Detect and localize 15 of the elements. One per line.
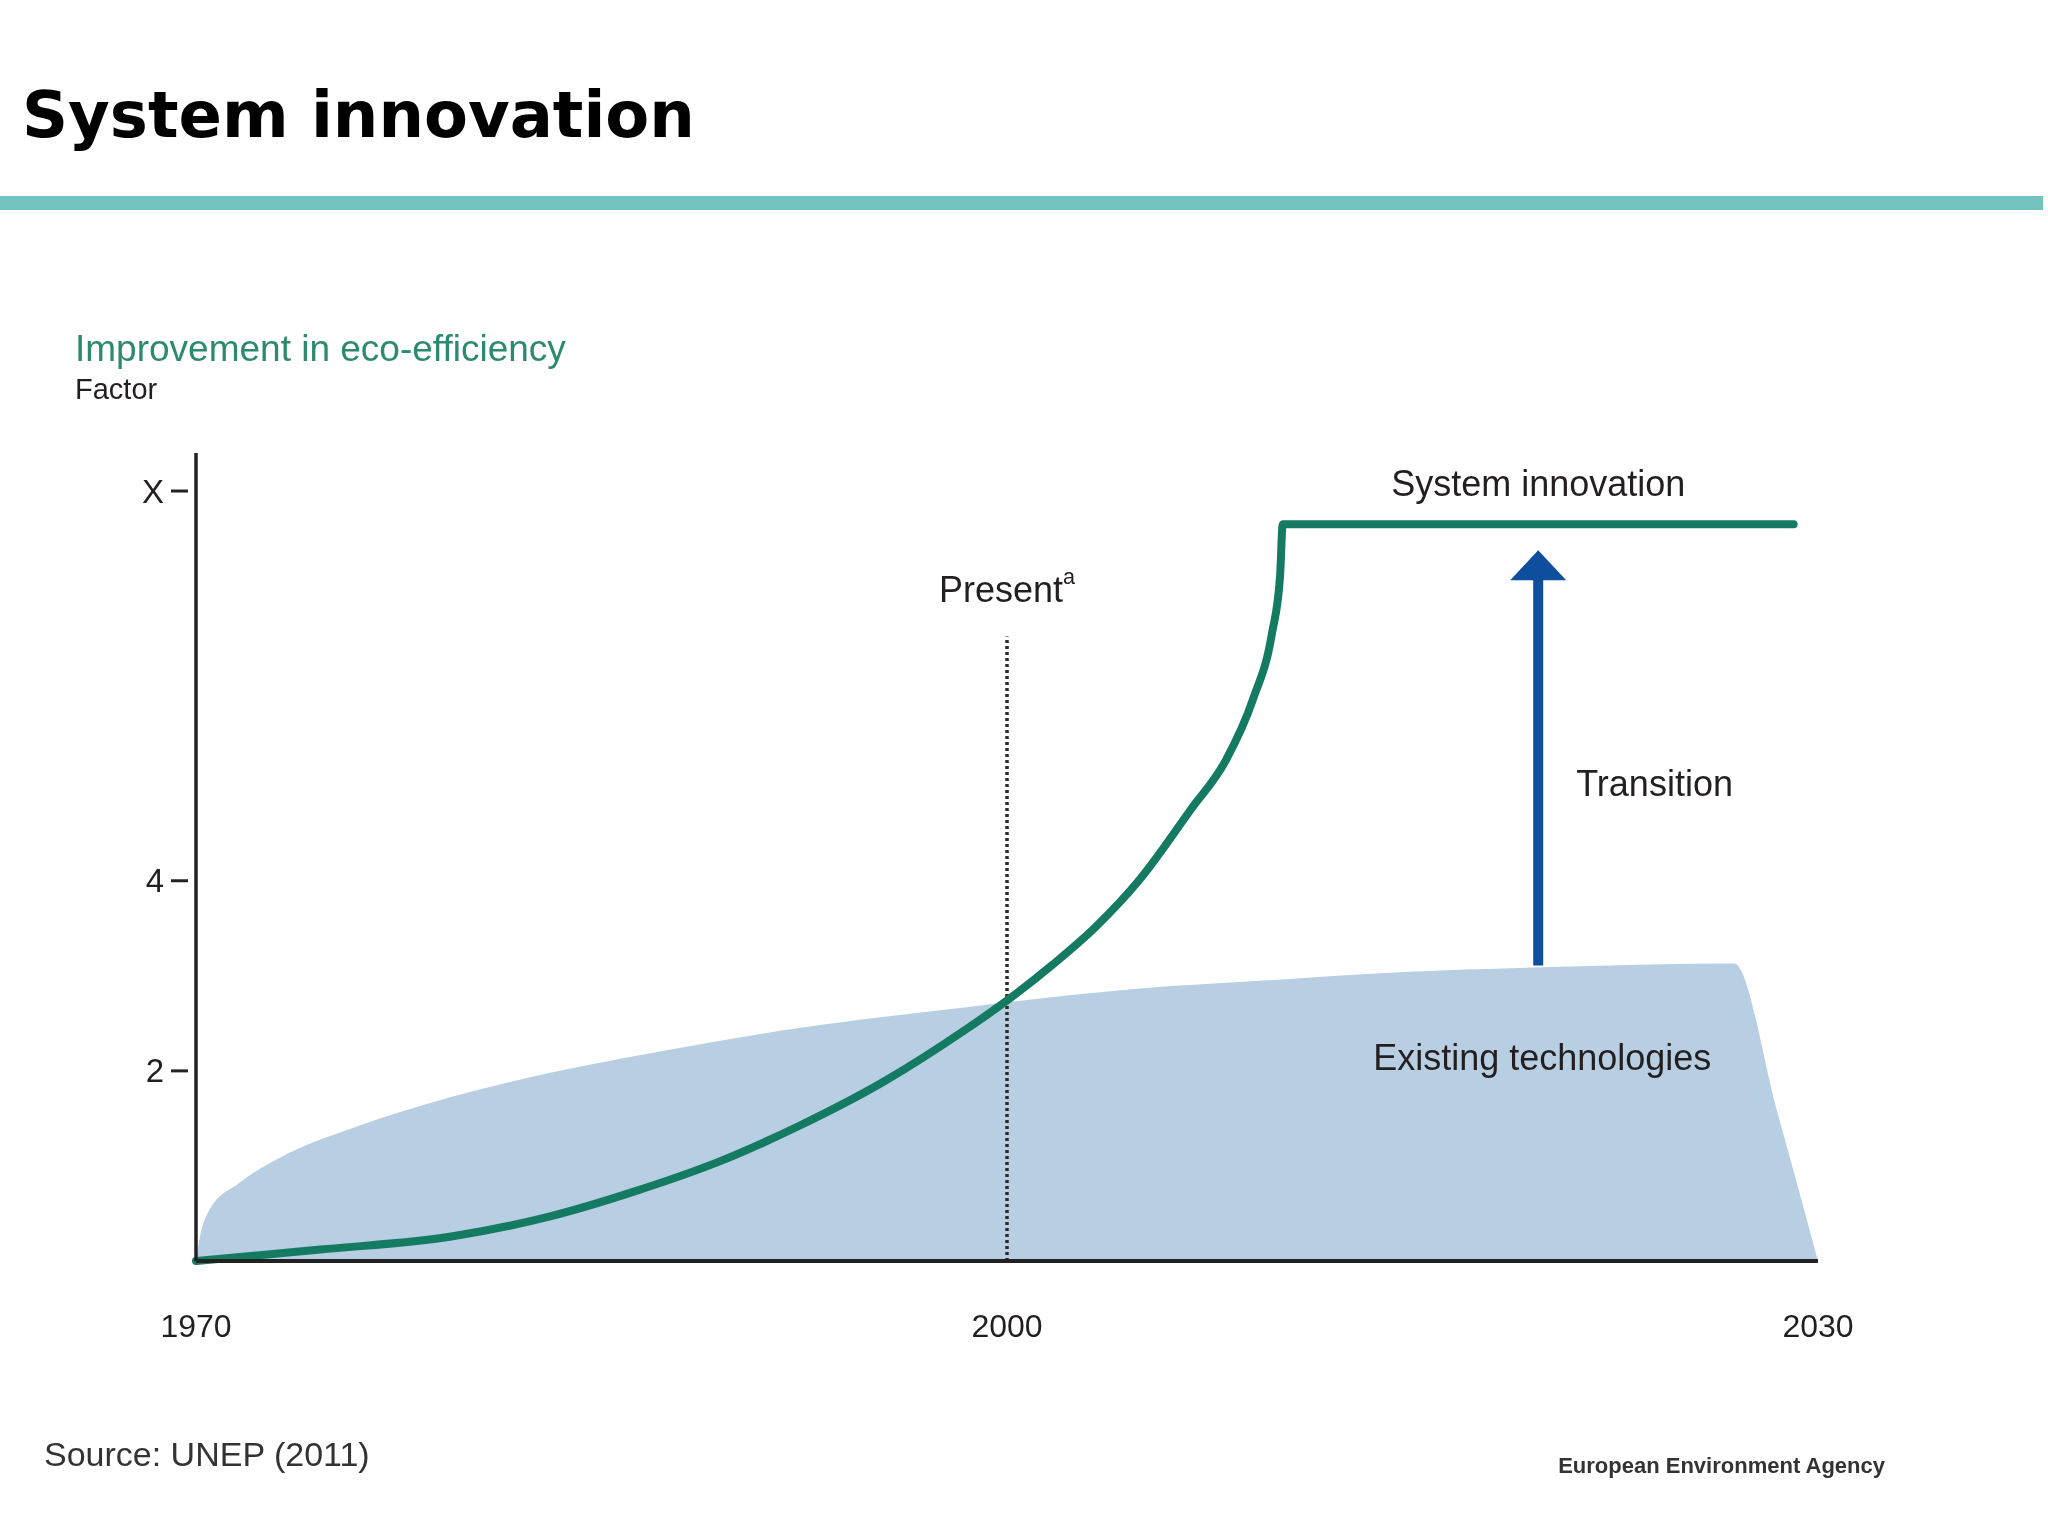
source-note: Source: UNEP (2011) xyxy=(44,1435,370,1473)
y-axis-title: Factor xyxy=(75,373,158,405)
chart-subtitle: Improvement in eco-efficiency xyxy=(75,327,567,369)
ref-line-label: Present$^{a}$ xyxy=(938,564,1077,610)
y-tick-label: 4 xyxy=(145,862,164,900)
x-tick-label: 2030 xyxy=(1782,1308,1854,1344)
annotation: Transition xyxy=(1576,762,1733,804)
text: European Environment Agency xyxy=(1558,1452,1886,1478)
x-tick-label: 1970 xyxy=(160,1308,232,1344)
series-label: System innovation xyxy=(1391,463,1686,505)
y-tick-label: X xyxy=(141,472,164,510)
series-label: Existing technologies xyxy=(1373,1036,1712,1078)
chart-title: System innovation xyxy=(22,78,695,152)
y-tick-label: 2 xyxy=(145,1052,164,1090)
x-tick-label: 2000 xyxy=(971,1308,1043,1344)
